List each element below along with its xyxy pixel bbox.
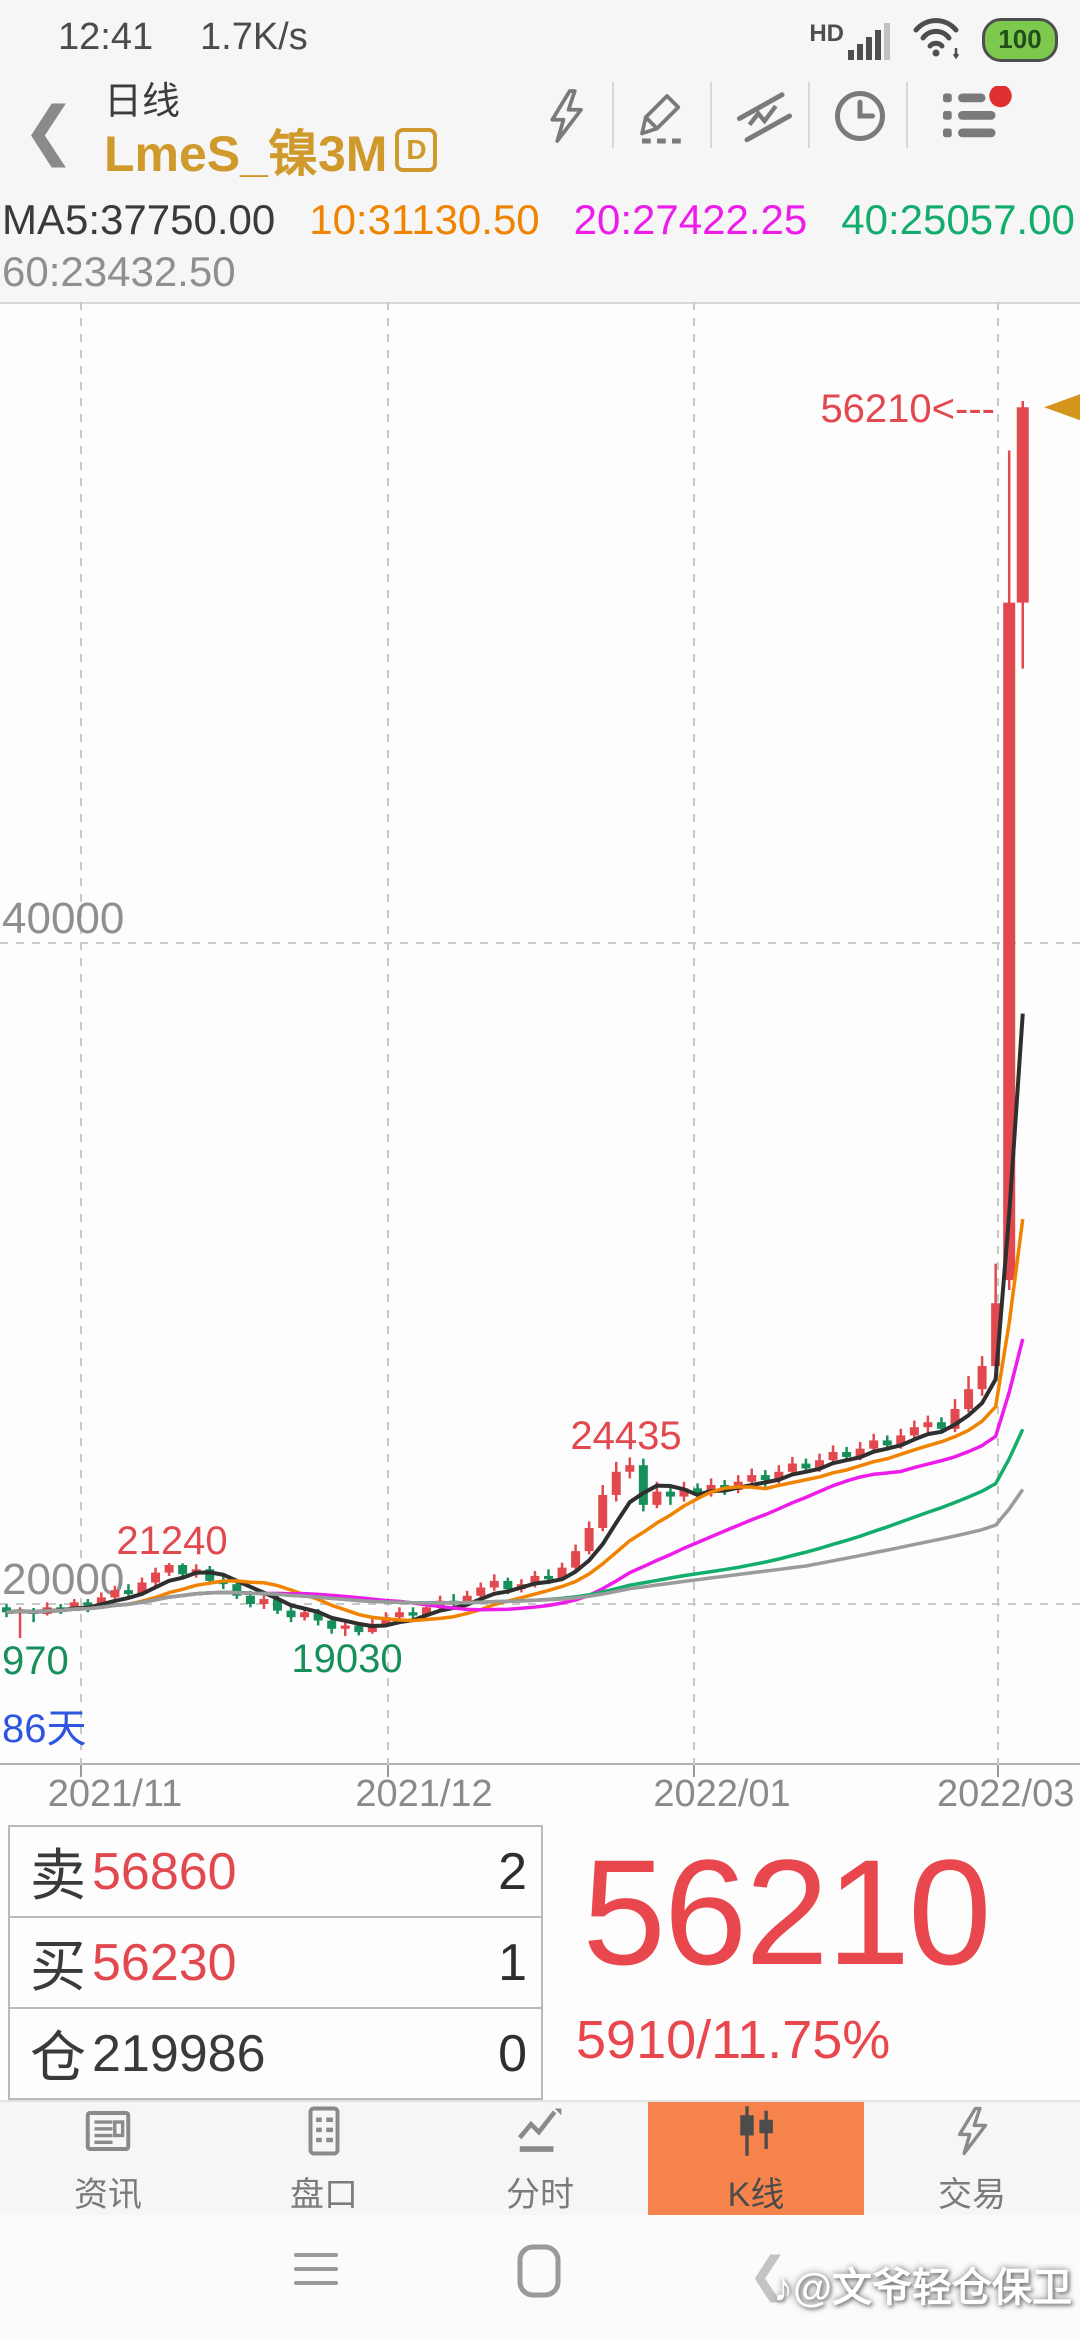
- back-button[interactable]: ❮: [22, 94, 76, 166]
- timeline-icon: [513, 2104, 567, 2163]
- delayed-quote-badge: D: [395, 128, 438, 172]
- ma-value: 40:25057.00: [841, 196, 1075, 243]
- toolbar-divider: [710, 82, 712, 148]
- header: ❮ 日线 LmeS_镍3M D: [0, 70, 1080, 190]
- y-axis-label: 20000: [2, 1555, 124, 1604]
- recents-button[interactable]: [292, 2243, 340, 2302]
- ma-indicator-bar: MA5:37750.00 10:31130.50 20:27422.25 40:250…: [0, 190, 1080, 304]
- quote-row-value: 56860: [92, 1842, 237, 1901]
- ma-values-line2: 60:23432.50: [2, 248, 236, 296]
- watchlist-menu-button[interactable]: [940, 84, 1016, 146]
- back-nav-button[interactable]: ❮: [748, 2249, 789, 2302]
- ma-value: 20:27422.25: [573, 196, 808, 243]
- ma-line: [6, 1013, 1025, 1629]
- chart-annotation: 86天: [2, 1707, 87, 1751]
- x-axis-tick: [693, 1765, 695, 1777]
- clock-time: 12:41: [58, 16, 154, 58]
- wifi-icon: [910, 14, 966, 65]
- draw-tool-button[interactable]: [632, 86, 692, 146]
- ma-line: [6, 1338, 1025, 1615]
- nav-tab-资讯[interactable]: 资讯: [0, 2102, 216, 2217]
- nav-tab-盘口[interactable]: 盘口: [216, 2102, 432, 2217]
- quote-row-value: 56230: [92, 1933, 237, 1992]
- ma-value: 10:31130.50: [309, 196, 540, 243]
- nav-tab-K线[interactable]: K线: [648, 2102, 864, 2217]
- ma-values-line1: MA5:37750.00 10:31130.50 20:27422.25 40:250…: [2, 196, 1075, 244]
- signal-icon: HD: [809, 18, 894, 62]
- x-axis-label: 2022/01: [653, 1773, 791, 1815]
- nav-tab-label: 资讯: [74, 2175, 142, 2214]
- toolbar-divider: [808, 82, 810, 148]
- last-price: 56210: [582, 1828, 991, 1996]
- quote-row-value: 219986: [92, 2024, 266, 2083]
- quote-row-count: 0: [498, 2024, 527, 2083]
- symbol-text: LmeS_镍3M: [104, 126, 388, 182]
- nav-tab-label: 分时: [506, 2175, 574, 2214]
- network-speed: 1.7K/s: [200, 16, 308, 58]
- watermark: ♪@文爷轻仓保卫: [772, 2266, 1072, 2310]
- x-axis-tick: [387, 1765, 389, 1777]
- toolbar-divider: [906, 82, 908, 148]
- lightning-icon: [945, 2104, 999, 2163]
- bottom-nav: 资讯 盘口 分时 K线 交易: [0, 2100, 1080, 2217]
- ma-value: MA5:37750.00: [2, 196, 276, 243]
- period-label: 日线: [104, 81, 181, 123]
- kline-icon: [729, 2104, 783, 2163]
- quote-row-label: 卖: [30, 1844, 86, 1907]
- symbol-title: LmeS_镍3M D: [104, 114, 438, 186]
- y-axis-label: 40000: [2, 894, 124, 943]
- battery-icon: 100: [982, 17, 1058, 62]
- notification-dot: [989, 84, 1012, 108]
- x-axis-tick: [80, 1765, 82, 1777]
- flash-order-button[interactable]: [536, 86, 596, 146]
- chart-annotation: 56210<---: [820, 387, 995, 431]
- x-axis-tick: [997, 1765, 999, 1777]
- quote-row-count: 1: [498, 1933, 527, 1992]
- kline-chart[interactable]: 40000 20000 56210<--- 21240 24435 19030 970 86天: [0, 302, 1080, 1765]
- price-pointer-arrow: [1044, 394, 1080, 421]
- chart-annotation: 19030: [291, 1637, 402, 1681]
- toolbar-divider: [612, 82, 614, 148]
- quote-row[interactable]: 仓 219986 0: [10, 2009, 541, 2098]
- history-clock-button[interactable]: [830, 86, 890, 146]
- orderbook-icon: [297, 2104, 351, 2163]
- x-axis-label: 2022/03: [937, 1773, 1075, 1815]
- quote-row-count: 2: [498, 1842, 527, 1901]
- status-bar: 12:41 1.7K/s HD 100: [0, 0, 1080, 70]
- x-axis-label: 2021/12: [355, 1773, 493, 1815]
- quote-row-label: 仓: [30, 2026, 86, 2089]
- x-axis: 2021/11 2021/12 2022/01 2022/03: [0, 1765, 1080, 1823]
- system-nav-bar: ❮ ♪@文爷轻仓保卫: [0, 2215, 1080, 2340]
- x-axis-label: 2021/11: [47, 1773, 183, 1815]
- chart-annotation: 24435: [570, 1414, 681, 1458]
- news-icon: [81, 2104, 135, 2163]
- trendline-tool-button[interactable]: [732, 86, 792, 146]
- home-button[interactable]: [516, 2243, 562, 2304]
- chart-annotation: 21240: [116, 1519, 227, 1563]
- chart-annotation: 970: [2, 1639, 69, 1683]
- nav-tab-分时[interactable]: 分时: [432, 2102, 648, 2217]
- quote-panel: 卖 56860 2 买 56230 1 仓 219986 0 56210 5910/11.75%: [0, 1823, 1080, 2102]
- nav-tab-label: 交易: [938, 2175, 1006, 2214]
- price-change: 5910/11.75%: [576, 2010, 891, 2070]
- nav-tab-label: K线: [727, 2175, 785, 2214]
- ma-value: 60:23432.50: [2, 248, 236, 295]
- quote-row[interactable]: 买 56230 1: [10, 1918, 541, 2009]
- ma-line: [6, 1488, 1025, 1615]
- status-icons: HD 100: [809, 14, 1058, 65]
- nav-tab-label: 盘口: [290, 2175, 358, 2214]
- nav-tab-交易[interactable]: 交易: [864, 2102, 1080, 2217]
- quote-row-label: 买: [30, 1935, 86, 1998]
- quote-row[interactable]: 卖 56860 2: [10, 1827, 541, 1918]
- bid-ask-table[interactable]: 卖 56860 2 买 56230 1 仓 219986 0: [8, 1825, 543, 2100]
